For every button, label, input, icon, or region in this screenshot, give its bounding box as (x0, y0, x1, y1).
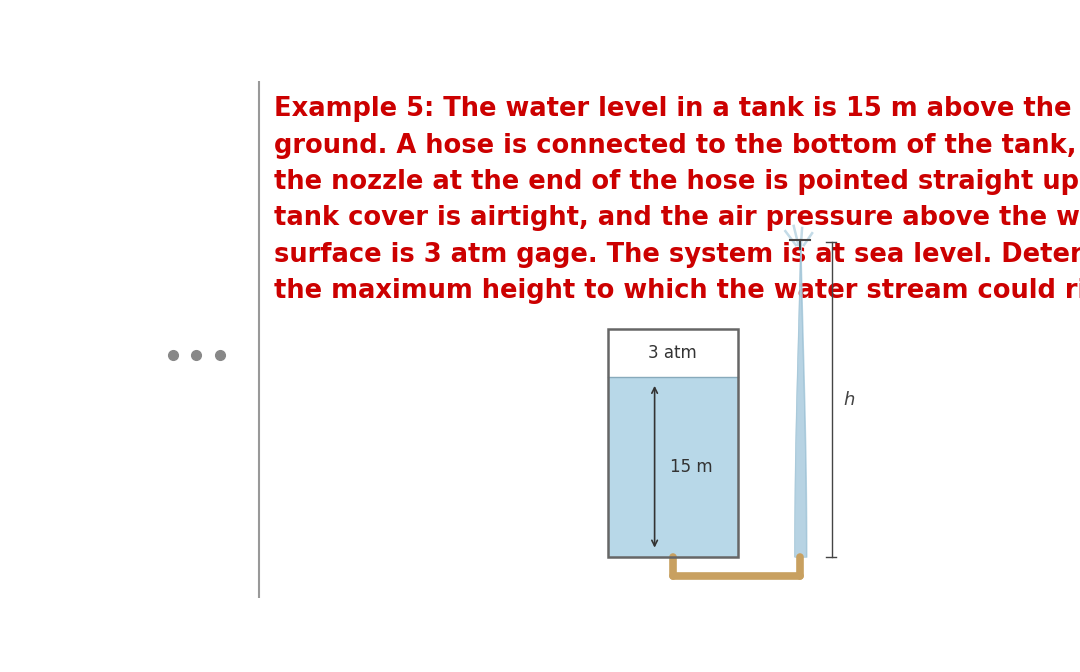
Text: 3 atm: 3 atm (648, 344, 698, 362)
Bar (608, 329, 738, 377)
Text: 15 m: 15 m (670, 458, 713, 476)
Bar (608, 329, 738, 556)
Text: h: h (843, 390, 854, 409)
Text: Example 5: The water level in a tank is 15 m above the
ground. A hose is connect: Example 5: The water level in a tank is … (274, 96, 1080, 304)
Bar (608, 377, 738, 556)
